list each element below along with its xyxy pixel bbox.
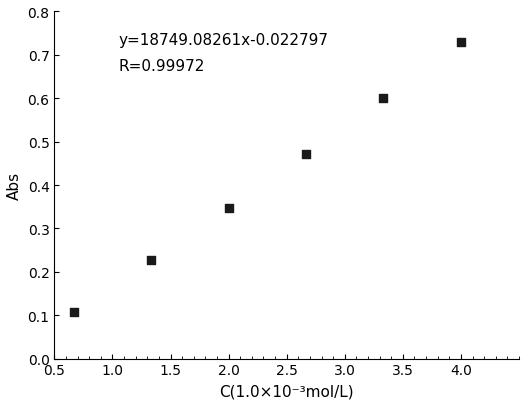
Point xyxy=(379,95,388,102)
Point xyxy=(302,151,310,158)
Y-axis label: Abs: Abs xyxy=(7,172,22,200)
Text: R=0.99972: R=0.99972 xyxy=(118,59,205,74)
X-axis label: C(1.0×10⁻³mol/L): C(1.0×10⁻³mol/L) xyxy=(219,383,354,398)
Text: y=18749.08261x-0.022797: y=18749.08261x-0.022797 xyxy=(118,33,328,48)
Point xyxy=(225,205,233,212)
Point xyxy=(69,309,78,315)
Point xyxy=(457,39,465,46)
Point xyxy=(147,257,155,264)
